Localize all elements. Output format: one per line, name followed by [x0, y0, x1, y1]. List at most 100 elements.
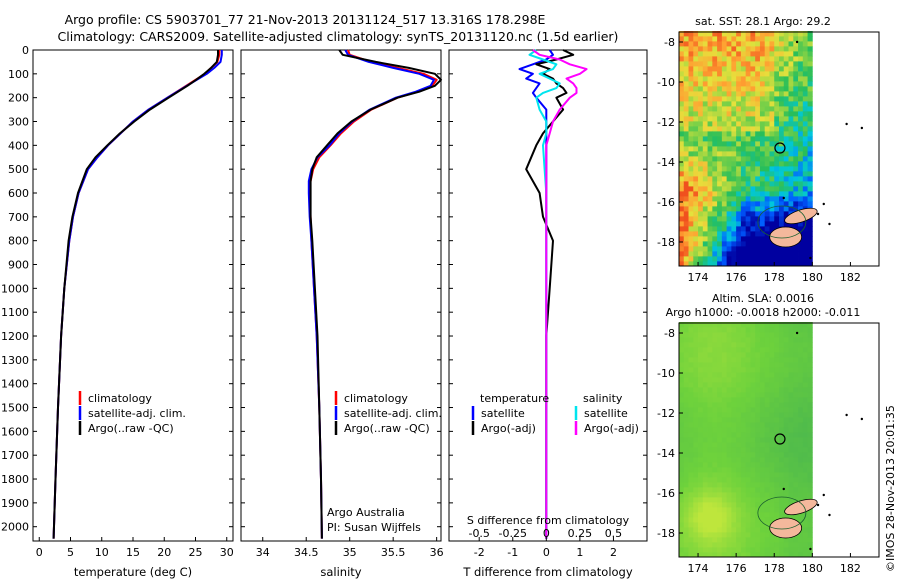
map-grid-cell — [779, 186, 785, 192]
map-grid-cell — [774, 457, 780, 463]
temperature-x-axis-label: temperature (deg C) — [74, 565, 192, 579]
map-grid-cell — [726, 31, 732, 37]
map-grid-cell — [750, 201, 756, 207]
depth-tick-label: 200 — [8, 92, 29, 105]
map-grid-cell — [702, 241, 708, 247]
map-grid-cell — [707, 201, 713, 207]
map-grid-cell — [712, 517, 718, 523]
map-grid-cell — [721, 51, 728, 57]
map-grid-cell — [726, 497, 732, 503]
map-grid-cell — [721, 216, 728, 222]
map-grid-cell — [712, 462, 718, 468]
map-grid-cell — [721, 412, 728, 418]
map-grid-cell — [793, 417, 799, 423]
map-grid-cell — [750, 437, 756, 443]
map-grid-cell — [717, 487, 723, 493]
map-grid-cell — [717, 447, 723, 453]
map-grid-cell — [793, 357, 799, 363]
map-grid-cell — [693, 61, 699, 67]
map-grid-cell — [755, 231, 761, 237]
map-grid-cell — [731, 156, 737, 162]
map-grid-cell — [688, 412, 694, 418]
map-grid-cell — [802, 452, 808, 458]
map-grid-cell — [774, 201, 780, 207]
map-grid-cell — [712, 507, 718, 513]
map-grid-cell — [774, 367, 780, 373]
map-grid-cell — [793, 392, 799, 398]
island-viti-levu — [769, 226, 803, 248]
map-grid-cell — [679, 71, 685, 77]
map-grid-cell — [698, 181, 704, 187]
map-grid-cell — [755, 46, 761, 52]
map-grid-cell — [755, 56, 761, 62]
map-grid-cell — [745, 337, 751, 343]
map-grid-cell — [731, 417, 737, 423]
map-grid-cell — [740, 377, 747, 383]
map-grid-cell — [779, 537, 785, 543]
map-grid-cell — [745, 116, 751, 122]
map-grid-cell — [688, 357, 694, 363]
map-grid-cell — [693, 552, 699, 558]
map-grid-cell — [740, 517, 747, 523]
map-grid-cell — [726, 106, 732, 112]
map-grid-cell — [726, 141, 732, 147]
map-grid-cell — [702, 322, 708, 328]
map-grid-cell — [750, 457, 756, 463]
map-grid-cell — [726, 527, 732, 533]
map-grid-cell — [764, 397, 770, 403]
map-grid-cell — [755, 216, 761, 222]
map-grid-cell — [679, 542, 685, 548]
map-grid-cell — [683, 91, 689, 97]
map-grid-cell — [698, 327, 704, 333]
map-grid-cell — [693, 522, 699, 528]
map-grid-cell — [759, 332, 766, 338]
map-grid-cell — [807, 332, 813, 338]
map-grid-cell — [807, 81, 813, 87]
map-grid-cell — [736, 246, 742, 252]
map-grid-cell — [683, 211, 689, 217]
map-grid-cell — [755, 442, 761, 448]
map-grid-cell — [693, 347, 699, 353]
map-grid-cell — [798, 241, 804, 247]
map-grid-cell — [693, 487, 699, 493]
map-grid-cell — [807, 156, 813, 162]
map-grid-cell — [755, 377, 761, 383]
map-grid-cell — [788, 61, 794, 67]
map-grid-cell — [721, 367, 728, 373]
map-grid-cell — [793, 116, 799, 122]
map-grid-cell — [721, 452, 728, 458]
map-grid-cell — [712, 101, 718, 107]
map-grid-cell — [688, 422, 694, 428]
map-grid-cell — [750, 397, 756, 403]
map-grid-cell — [736, 171, 742, 177]
map-grid-cell — [693, 442, 699, 448]
map-grid-cell — [712, 216, 718, 222]
map-grid-cell — [698, 166, 704, 172]
map-grid-cell — [793, 166, 799, 172]
map-grid-cell — [736, 487, 742, 493]
map-grid-cell — [731, 492, 737, 498]
map-grid-cell — [702, 542, 708, 548]
map-grid-cell — [698, 211, 704, 217]
map-grid-cell — [736, 532, 742, 538]
map-grid-cell — [693, 532, 699, 538]
map-grid-cell — [783, 387, 789, 393]
map-grid-cell — [721, 241, 728, 247]
map-grid-cell — [698, 236, 704, 242]
map-grid-cell — [712, 31, 718, 37]
map-grid-cell — [807, 352, 813, 358]
map-grid-cell — [731, 36, 737, 42]
map-grid-cell — [688, 81, 694, 87]
map-grid-cell — [807, 191, 813, 197]
map-grid-cell — [688, 256, 694, 262]
map-grid-cell — [788, 31, 794, 37]
map-grid-cell — [807, 251, 813, 257]
map-grid-cell — [726, 246, 732, 252]
depth-tick-label: 400 — [8, 139, 29, 152]
map-grid-cell — [740, 322, 747, 328]
map-grid-cell — [726, 126, 732, 132]
map-grid-cell — [783, 427, 789, 433]
map-grid-cell — [783, 31, 789, 37]
map-grid-cell — [769, 226, 775, 232]
map-grid-cell — [702, 206, 708, 212]
